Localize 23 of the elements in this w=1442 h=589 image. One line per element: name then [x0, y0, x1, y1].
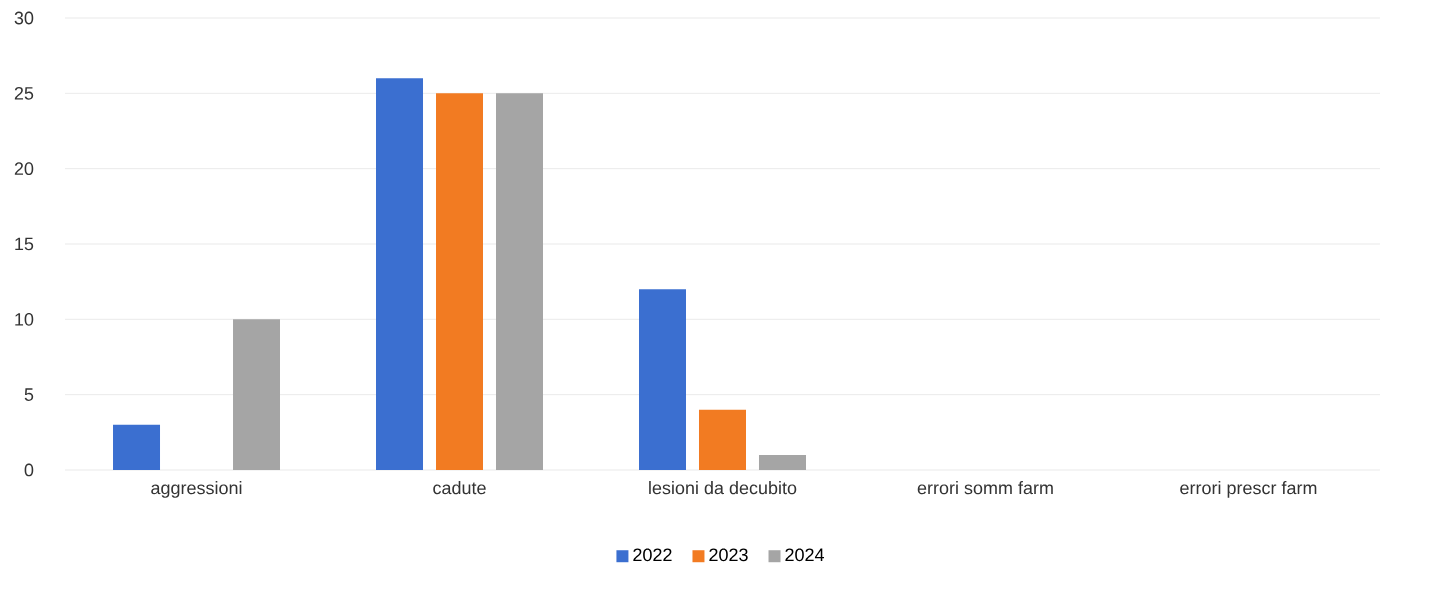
- bar: [639, 289, 686, 470]
- bar: [436, 93, 483, 470]
- bar: [113, 424, 161, 470]
- legend-label: 2022: [633, 548, 672, 562]
- y-tick-label: 30: [14, 11, 34, 25]
- x-tick-label: cadute: [433, 481, 486, 495]
- bar: [699, 409, 746, 470]
- bar: [376, 78, 424, 470]
- y-tick-label: 10: [15, 312, 34, 326]
- y-tick-label: 0: [24, 463, 34, 477]
- bar: [758, 454, 806, 470]
- y-tick-label: 25: [14, 86, 34, 100]
- x-tick-label: lesioni da decubito: [649, 481, 797, 495]
- y-tick-label: 5: [24, 388, 34, 401]
- legend-label: 2023: [709, 548, 748, 562]
- legend-label: 2024: [785, 548, 825, 562]
- x-tick-label: aggressioni: [151, 481, 242, 498]
- x-tick-label: errori somm farm: [917, 481, 1053, 495]
- bar: [496, 93, 544, 470]
- y-tick-label: 15: [15, 237, 34, 251]
- x-tick-label: errori prescr farm: [1180, 481, 1317, 498]
- y-tick-label: 20: [14, 162, 34, 176]
- bar: [233, 319, 281, 470]
